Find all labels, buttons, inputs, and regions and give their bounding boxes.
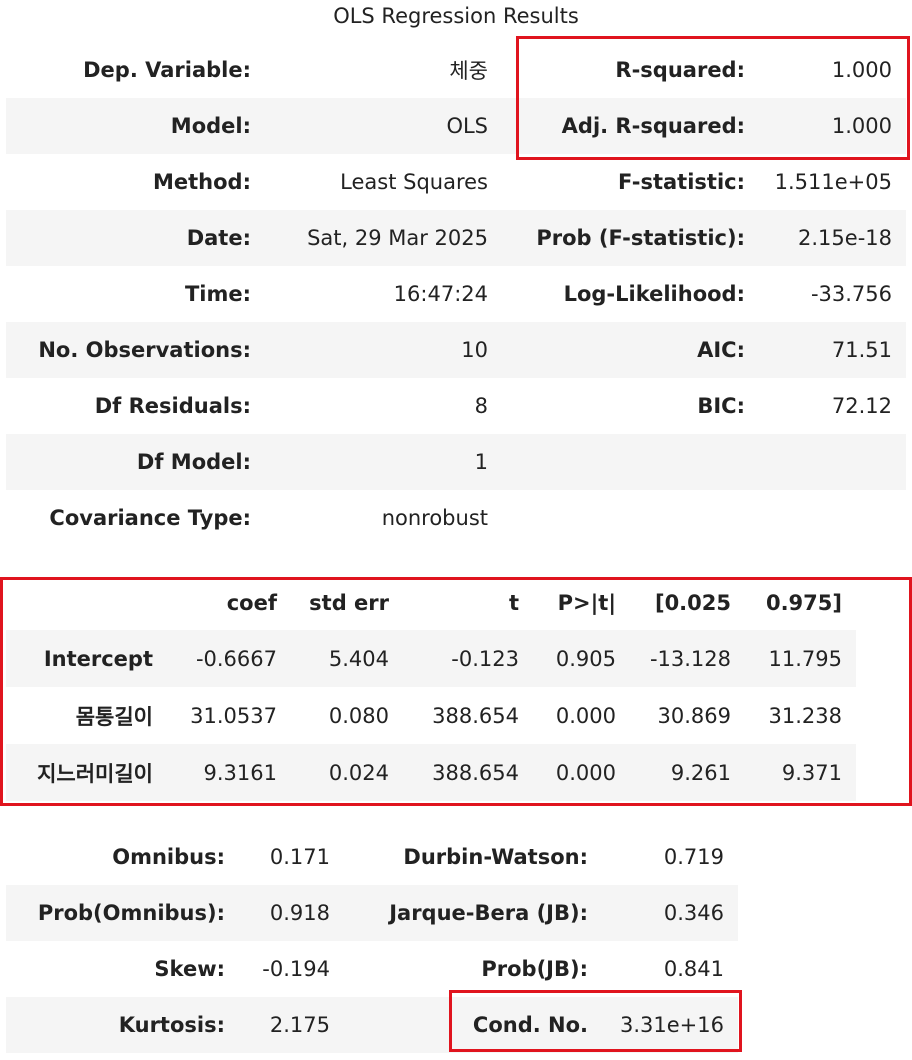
cell-value: 0.346 bbox=[663, 901, 724, 925]
cell-value: 0.080 bbox=[328, 703, 389, 728]
cell-value: OLS bbox=[446, 114, 488, 138]
row-label: Df Residuals: bbox=[94, 394, 251, 418]
row-label: Durbin-Watson: bbox=[403, 845, 588, 869]
row-background bbox=[6, 997, 738, 1053]
cell-value: 9.261 bbox=[670, 760, 731, 785]
row-background bbox=[6, 322, 906, 378]
cell-value: Sat, 29 Mar 2025 bbox=[307, 226, 488, 250]
cell-value: 0.905 bbox=[555, 646, 616, 671]
cell-value: 16:47:24 bbox=[393, 282, 488, 306]
cell-value: 5.404 bbox=[328, 646, 389, 671]
row-label: Dep. Variable: bbox=[83, 58, 251, 82]
column-header: P>|t| bbox=[557, 591, 616, 615]
cell-value: 31.0537 bbox=[190, 703, 277, 728]
row-background bbox=[6, 98, 906, 154]
cell-value: -0.194 bbox=[262, 957, 330, 981]
cell-value: -33.756 bbox=[810, 282, 892, 306]
row-label: Log-Likelihood: bbox=[563, 282, 745, 306]
cell-value: -0.6667 bbox=[195, 646, 277, 671]
cell-value: 1.511e+05 bbox=[774, 170, 892, 194]
cell-value: 2.15e-18 bbox=[798, 226, 892, 250]
row-label: BIC: bbox=[697, 394, 745, 418]
cell-value: 10 bbox=[461, 338, 488, 362]
row-label: Date: bbox=[186, 226, 251, 250]
row-label: Jarque-Bera (JB): bbox=[389, 901, 588, 925]
column-header: std err bbox=[309, 591, 389, 615]
highlight-box bbox=[449, 990, 742, 1052]
row-label: 몸통길이 bbox=[75, 704, 153, 729]
cell-value: 0.171 bbox=[269, 845, 330, 869]
column-header: 0.975] bbox=[765, 591, 842, 615]
row-label: Df Model: bbox=[136, 450, 251, 474]
cell-value: 388.654 bbox=[432, 760, 519, 785]
row-label: Omnibus: bbox=[112, 845, 225, 869]
row-label: R-squared: bbox=[615, 58, 745, 82]
row-label: Adj. R-squared: bbox=[561, 114, 745, 138]
cell-value: 0.000 bbox=[555, 703, 616, 728]
highlight-box bbox=[516, 36, 910, 160]
row-label: Prob(JB): bbox=[481, 957, 588, 981]
row-label: Skew: bbox=[154, 957, 225, 981]
row-label: Kurtosis: bbox=[118, 1013, 225, 1037]
cell-value: 72.12 bbox=[831, 394, 892, 418]
row-background bbox=[6, 885, 738, 941]
cell-value: 71.51 bbox=[831, 338, 892, 362]
cell-value: 0.918 bbox=[269, 901, 330, 925]
row-label: F-statistic: bbox=[618, 170, 745, 194]
row-label: 지느러미길이 bbox=[37, 761, 153, 786]
row-label: Cond. No. bbox=[472, 1013, 588, 1037]
highlight-box bbox=[0, 577, 912, 806]
cell-value: 9.3161 bbox=[203, 760, 277, 785]
cell-value: 8 bbox=[474, 394, 488, 418]
row-label: Prob(Omnibus): bbox=[37, 901, 225, 925]
row-background bbox=[6, 630, 856, 687]
cell-value: 1.000 bbox=[831, 58, 892, 82]
row-label: Method: bbox=[153, 170, 251, 194]
row-background bbox=[6, 434, 906, 490]
row-label: No. Observations: bbox=[38, 338, 251, 362]
cell-value: 체중 bbox=[449, 59, 488, 83]
cell-value: 3.31e+16 bbox=[620, 1013, 724, 1037]
cell-value: 1.000 bbox=[831, 114, 892, 138]
column-header: [0.025 bbox=[654, 591, 731, 615]
cell-value: 0.024 bbox=[328, 760, 389, 785]
column-header: t bbox=[508, 591, 519, 615]
cell-value: 30.869 bbox=[657, 703, 731, 728]
row-label: Covariance Type: bbox=[49, 506, 251, 530]
row-label: Model: bbox=[170, 114, 251, 138]
cell-value: Least Squares bbox=[340, 170, 488, 194]
row-background bbox=[6, 210, 906, 266]
cell-value: 9.371 bbox=[781, 760, 842, 785]
cell-value: 0.719 bbox=[663, 845, 724, 869]
row-background bbox=[6, 744, 856, 801]
cell-value: 31.238 bbox=[768, 703, 842, 728]
cell-value: 1 bbox=[474, 450, 488, 474]
row-label: Intercept bbox=[43, 646, 153, 671]
cell-value: 11.795 bbox=[768, 646, 842, 671]
cell-value: nonrobust bbox=[381, 506, 488, 530]
cell-value: -13.128 bbox=[649, 646, 731, 671]
cell-value: 0.000 bbox=[555, 760, 616, 785]
row-label: Prob (F-statistic): bbox=[536, 226, 745, 250]
cell-value: 388.654 bbox=[432, 703, 519, 728]
cell-value: 0.841 bbox=[663, 957, 724, 981]
cell-value: 2.175 bbox=[269, 1013, 330, 1037]
title: OLS Regression Results bbox=[333, 4, 579, 28]
row-label: AIC: bbox=[697, 338, 745, 362]
row-label: Time: bbox=[184, 282, 251, 306]
cell-value: -0.123 bbox=[451, 646, 519, 671]
column-header: coef bbox=[226, 591, 277, 615]
